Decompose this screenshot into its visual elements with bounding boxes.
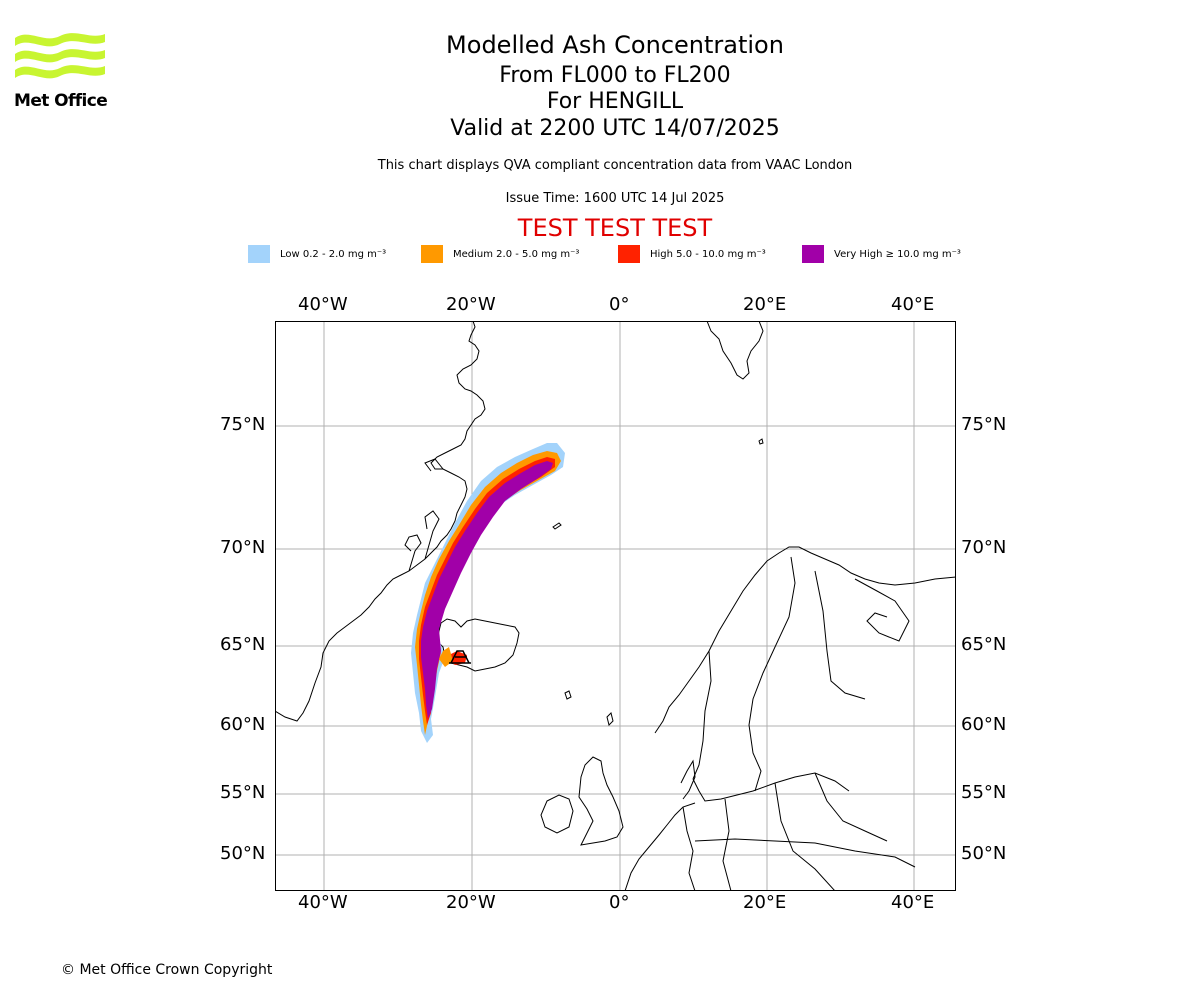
test-banner: TEST TEST TEST — [517, 214, 713, 242]
description-text: This chart displays QVA compliant concen… — [377, 158, 853, 173]
coast-faroe — [564, 690, 572, 700]
legend-high: High 5.0 - 10.0 mg m⁻³ — [618, 244, 766, 264]
ash-very-high-contour — [421, 461, 553, 719]
coast-bear-island — [758, 438, 764, 445]
ash-cloud — [411, 443, 565, 743]
border-europe-3 — [774, 782, 836, 891]
valid-time: Valid at 2200 UTC 14/07/2025 — [450, 116, 780, 141]
met-office-waves-icon — [15, 33, 105, 79]
coast-denmark — [680, 759, 696, 800]
legend-swatch-very-high — [802, 245, 824, 263]
lat-tick-right-50n: 50°N — [961, 843, 1007, 864]
coast-kola — [854, 578, 910, 642]
lat-tick-right-75n: 75°N — [961, 414, 1007, 435]
lat-tick-right-65n: 65°N — [961, 634, 1007, 655]
coast-finland — [814, 570, 866, 700]
lat-tick-left-75n: 75°N — [220, 414, 266, 435]
map-frame — [275, 321, 956, 891]
graticule — [275, 321, 956, 891]
border-europe-2 — [722, 798, 732, 891]
ash-source-high — [449, 651, 467, 665]
lon-tick-top-20e: 20°E — [743, 294, 787, 315]
lon-tick-bottom-20e: 20°E — [743, 892, 787, 913]
lon-tick-bottom-20w: 20°W — [446, 892, 496, 913]
coast-svalbard — [706, 321, 764, 380]
ash-source-medium — [439, 647, 453, 667]
coast-greenland-inlet-2 — [424, 510, 440, 560]
lon-tick-top-0: 0° — [609, 294, 630, 315]
coastlines — [275, 321, 956, 891]
lat-tick-left-60n: 60°N — [220, 714, 266, 735]
lat-tick-left-70n: 70°N — [220, 537, 266, 558]
flight-level-range: From FL000 to FL200 — [499, 63, 731, 88]
coast-baltic — [692, 772, 850, 802]
border-europe-1 — [682, 806, 696, 891]
copyright: © Met Office Crown Copyright — [61, 962, 273, 978]
lat-tick-right-55n: 55°N — [961, 782, 1007, 803]
volcano-name: For HENGILL — [546, 89, 684, 114]
legend-label-medium: Medium 2.0 - 5.0 mg m⁻³ — [453, 248, 580, 260]
lon-tick-bottom-40w: 40°W — [298, 892, 348, 913]
coast-great-britain — [578, 756, 624, 846]
lat-tick-left-50n: 50°N — [220, 843, 266, 864]
volcano-marker-icon — [449, 650, 471, 664]
lon-tick-bottom-40e: 40°E — [891, 892, 935, 913]
lat-tick-left-55n: 55°N — [220, 782, 266, 803]
legend-swatch-low — [248, 245, 270, 263]
legend-label-high: High 5.0 - 10.0 mg m⁻³ — [650, 248, 766, 260]
coast-continent — [624, 802, 696, 891]
lon-tick-top-20w: 20°W — [446, 294, 496, 315]
legend-swatch-high — [618, 245, 640, 263]
lon-tick-top-40w: 40°W — [298, 294, 348, 315]
coast-norway-sweden-border — [692, 650, 712, 780]
coast-greenland-inlet-1 — [404, 534, 422, 572]
chart-title: Modelled Ash Concentration — [446, 31, 784, 59]
coast-scandinavia — [654, 546, 956, 734]
lat-tick-left-65n: 65°N — [220, 634, 266, 655]
logo-text: Met Office — [14, 91, 108, 111]
lat-tick-right-70n: 70°N — [961, 537, 1007, 558]
legend-low: Low 0.2 - 2.0 mg m⁻³ — [248, 244, 386, 264]
coast-greenland-inlet-3 — [424, 458, 444, 472]
legend-very-high: Very High ≥ 10.0 mg m⁻³ — [802, 244, 961, 264]
border-europe-4 — [694, 838, 916, 868]
lon-tick-bottom-0: 0° — [609, 892, 630, 913]
coast-sweden-finland-gulf — [748, 556, 796, 792]
legend-label-very-high: Very High ≥ 10.0 mg m⁻³ — [834, 248, 961, 260]
legend-label-low: Low 0.2 - 2.0 mg m⁻³ — [280, 248, 387, 260]
legend-swatch-medium — [421, 245, 443, 263]
coast-greenland — [275, 321, 486, 722]
ash-map — [275, 321, 956, 891]
lon-tick-top-40e: 40°E — [891, 294, 935, 315]
border-europe-5 — [814, 772, 888, 842]
met-office-logo: Met Office — [14, 30, 114, 112]
coast-shetland — [606, 712, 614, 726]
coast-jan-mayen — [552, 522, 562, 530]
lat-tick-right-60n: 60°N — [961, 714, 1007, 735]
issue-time: Issue Time: 1600 UTC 14 Jul 2025 — [505, 191, 725, 206]
legend-medium: Medium 2.0 - 5.0 mg m⁻³ — [421, 244, 579, 264]
coast-ireland — [540, 794, 574, 834]
